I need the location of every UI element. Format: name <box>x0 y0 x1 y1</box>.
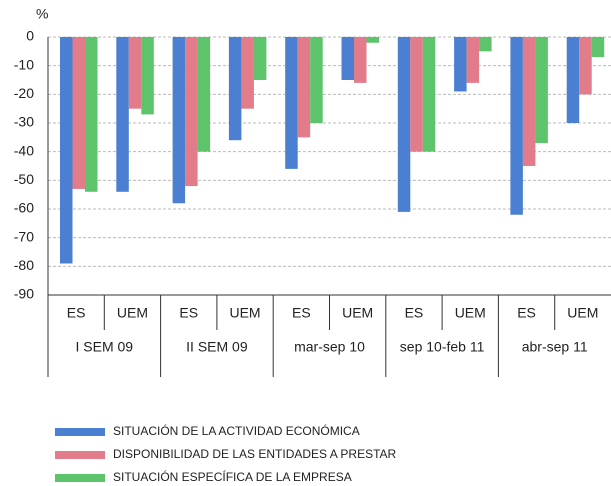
bar <box>591 37 605 58</box>
legend-label: DISPONIBILIDAD DE LAS ENTIDADES A PRESTA… <box>113 447 397 461</box>
bar <box>579 37 592 95</box>
bar <box>72 37 85 189</box>
x-tick-label: UEM <box>342 305 373 321</box>
bar <box>535 37 548 144</box>
x-tick-label: ES <box>292 305 311 321</box>
y-axis-label: % <box>36 6 48 22</box>
bar <box>60 37 73 264</box>
bar <box>85 37 98 192</box>
bar <box>141 37 154 115</box>
x-tick-label: UEM <box>229 305 260 321</box>
x-tick-label: ES <box>405 305 424 321</box>
bar <box>454 37 467 92</box>
bar <box>466 37 480 83</box>
bar <box>310 37 323 123</box>
x-tick-label: UEM <box>117 305 148 321</box>
y-tick-label: -10 <box>14 56 34 72</box>
bar <box>366 37 379 43</box>
bar <box>397 37 411 212</box>
group-label: abr-sep 11 <box>522 339 588 355</box>
y-tick-label: -60 <box>14 200 34 216</box>
bar <box>241 37 254 109</box>
bar <box>297 37 311 138</box>
bar <box>197 37 211 152</box>
legend-label: SITUACIÓN DE LA ACTIVIDAD ECONÓMICA <box>113 423 360 438</box>
legend-swatch <box>55 428 105 436</box>
legend-swatch <box>55 451 105 459</box>
bar <box>422 37 436 152</box>
group-label: II SEM 09 <box>186 339 248 355</box>
bar <box>228 37 242 141</box>
y-tick-label: -90 <box>14 286 34 302</box>
bar <box>116 37 129 192</box>
bar <box>410 37 423 152</box>
y-tick-label: -20 <box>14 85 34 101</box>
y-tick-label: 0 <box>26 28 34 44</box>
bar <box>128 37 142 109</box>
bar <box>566 37 580 123</box>
legend-label: SITUACIÓN ESPECÍFICA DE LA EMPRESA <box>113 469 352 484</box>
x-tick-label: ES <box>517 305 536 321</box>
x-tick-label: UEM <box>567 305 598 321</box>
bar <box>172 37 186 204</box>
bar <box>253 37 267 80</box>
y-tick-label: -30 <box>14 114 34 130</box>
bar <box>185 37 198 187</box>
group-label: mar-sep 10 <box>294 339 365 355</box>
bar <box>285 37 298 169</box>
legend-swatch <box>55 474 105 482</box>
bar <box>522 37 536 166</box>
bar <box>510 37 523 215</box>
x-tick-label: ES <box>179 305 198 321</box>
y-tick-label: -50 <box>14 171 34 187</box>
bar <box>354 37 367 83</box>
x-tick-label: ES <box>67 305 86 321</box>
y-tick-label: -80 <box>14 257 34 273</box>
bar <box>479 37 492 52</box>
group-label: sep 10-feb 11 <box>400 339 485 355</box>
y-tick-label: -70 <box>14 228 34 244</box>
y-tick-label: -40 <box>14 142 34 158</box>
x-tick-label: UEM <box>455 305 486 321</box>
bar <box>341 37 354 80</box>
group-label: I SEM 09 <box>76 339 134 355</box>
